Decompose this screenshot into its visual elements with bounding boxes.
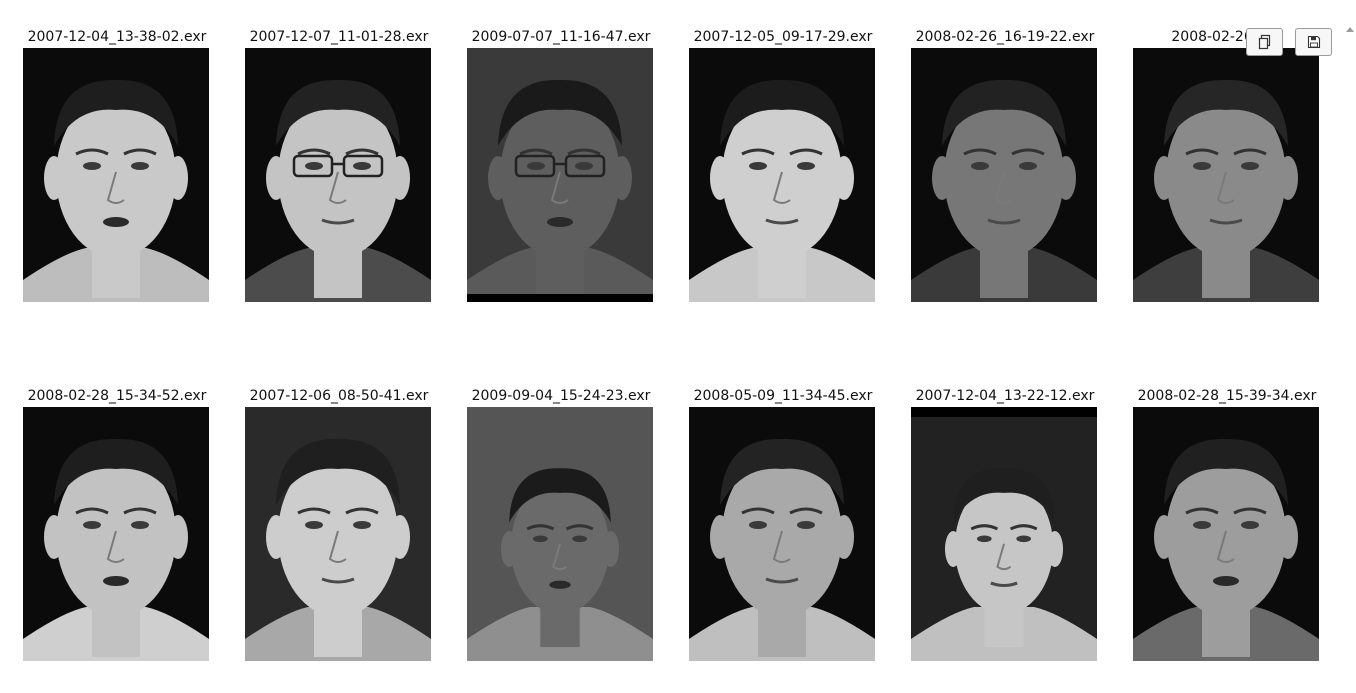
image-cell: 2009-07-07_11-16-47.exr bbox=[450, 28, 672, 328]
face-photo bbox=[245, 48, 431, 302]
face-photo bbox=[245, 407, 431, 661]
image-filename-title: 2007-12-06_08-50-41.exr bbox=[249, 388, 429, 404]
face-photo bbox=[23, 48, 209, 302]
face-photo-graphic bbox=[23, 407, 209, 661]
face-photo-graphic bbox=[245, 407, 431, 661]
image-cell: 2007-12-06_08-50-41.exr bbox=[228, 387, 450, 687]
face-photo-graphic bbox=[467, 407, 653, 661]
image-filename-title: 2008-02-26_16-19-22.exr bbox=[915, 29, 1095, 45]
face-photo-graphic bbox=[467, 48, 653, 302]
face-photo-graphic bbox=[911, 407, 1097, 661]
image-filename-title: 2009-07-07_11-16-47.exr bbox=[471, 29, 651, 45]
face-photo bbox=[689, 407, 875, 661]
image-filename-title: 2007-12-05_09-17-29.exr bbox=[693, 29, 873, 45]
face-photo bbox=[23, 407, 209, 661]
face-photo-graphic bbox=[23, 48, 209, 302]
scroll-up-arrow-icon bbox=[1346, 27, 1354, 32]
face-photo bbox=[467, 48, 653, 302]
image-filename-title: 2007-12-07_11-01-28.exr bbox=[249, 29, 429, 45]
image-filename-title: 2009-09-04_15-24-23.exr bbox=[471, 388, 651, 404]
save-button[interactable] bbox=[1295, 28, 1332, 56]
image-filename-title: 2007-12-04_13-38-02.exr bbox=[27, 29, 207, 45]
image-filename-title: 2008-05-09_11-34-45.exr bbox=[693, 388, 873, 404]
image-cell: 2009-09-04_15-24-23.exr bbox=[450, 387, 672, 687]
face-photo-graphic bbox=[1133, 407, 1319, 661]
image-cell: 2008-02-28_15-34-52.exr bbox=[6, 387, 228, 687]
image-filename-title: 2007-12-04_13-22-12.exr bbox=[915, 388, 1095, 404]
image-cell: 2008-02-28_15-39-34.exr bbox=[1116, 387, 1338, 687]
image-cell: 2008-02-26_16-19-22.exr bbox=[894, 28, 1116, 328]
figure-toolbar bbox=[1246, 28, 1332, 58]
image-cell: 2007-12-04_13-22-12.exr bbox=[894, 387, 1116, 687]
image-cell: 2008-05-09_11-34-45.exr bbox=[672, 387, 894, 687]
face-photo bbox=[1133, 407, 1319, 661]
image-cell: 2007-12-05_09-17-29.exr bbox=[672, 28, 894, 328]
scroll-up-button[interactable] bbox=[1345, 24, 1355, 34]
image-cell: 2007-12-04_13-38-02.exr bbox=[6, 28, 228, 328]
face-photo-graphic bbox=[1133, 48, 1319, 302]
face-photo bbox=[689, 48, 875, 302]
face-photo bbox=[911, 48, 1097, 302]
face-photo bbox=[467, 407, 653, 661]
face-photo-graphic bbox=[245, 48, 431, 302]
copy-button[interactable] bbox=[1246, 28, 1283, 56]
face-photo-graphic bbox=[689, 407, 875, 661]
image-cell: 2007-12-07_11-01-28.exr bbox=[228, 28, 450, 328]
face-photo-graphic bbox=[689, 48, 875, 302]
image-cell: 2008-02-26_16- bbox=[1116, 28, 1338, 328]
copy-icon bbox=[1258, 34, 1270, 50]
face-photo bbox=[1133, 48, 1319, 302]
image-filename-title: 2008-02-28_15-39-34.exr bbox=[1137, 388, 1317, 404]
face-photo-graphic bbox=[911, 48, 1097, 302]
image-filename-title: 2008-02-28_15-34-52.exr bbox=[27, 388, 207, 404]
save-icon bbox=[1307, 35, 1320, 49]
face-photo bbox=[911, 407, 1097, 661]
